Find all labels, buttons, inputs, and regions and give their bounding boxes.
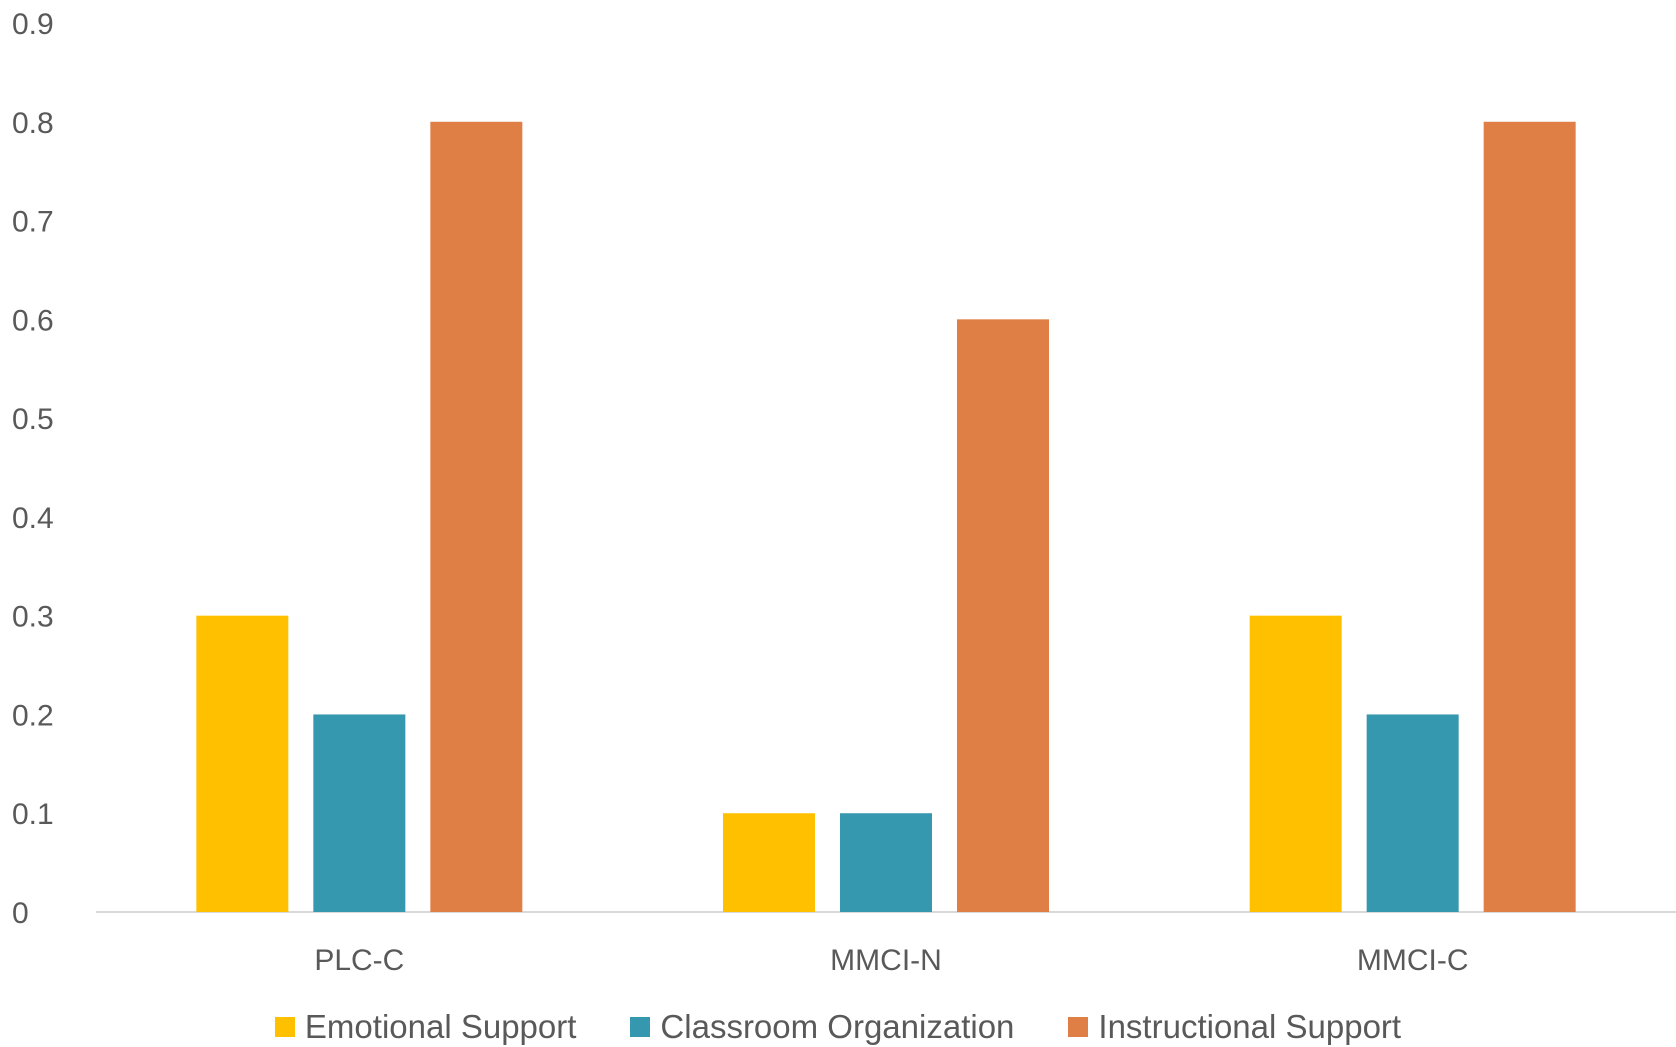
- y-tick-label: 0.4: [12, 502, 54, 535]
- y-tick-label: 0: [12, 897, 29, 930]
- legend-label: Emotional Support: [304, 1007, 577, 1045]
- y-tick-label: 0.1: [12, 798, 54, 831]
- bar-instructional-support-mmci-n: [957, 319, 1049, 912]
- chart-legend: Emotional Support Classroom Organization I…: [0, 1006, 1676, 1047]
- y-tick-label: 0.6: [12, 304, 54, 337]
- y-tick-label: 0.9: [12, 8, 54, 41]
- legend-item: Instructional Support: [1068, 1008, 1401, 1046]
- bar-emotional-support-mmci-c: [1249, 615, 1342, 912]
- legend-swatch: [274, 1016, 295, 1037]
- legend-label: Classroom Organization: [660, 1007, 1015, 1045]
- bar-instructional-support-mmci-c: [1483, 121, 1576, 913]
- bar-classroom-organization-plc-c: [313, 714, 406, 912]
- y-tick-label: 0.5: [12, 403, 54, 436]
- x-tick-label: MMCI-C: [1357, 944, 1469, 977]
- bar-instructional-support-plc-c: [430, 121, 523, 913]
- legend-item: Classroom Organization: [630, 1008, 1014, 1046]
- bar-classroom-organization-mmci-c: [1366, 714, 1459, 912]
- y-tick-label: 0.2: [12, 699, 54, 732]
- y-tick-label: 0.7: [12, 206, 54, 239]
- x-tick-label: MMCI-N: [830, 944, 942, 977]
- legend-label: Instructional Support: [1098, 1007, 1402, 1045]
- bar-emotional-support-mmci-n: [723, 813, 815, 912]
- y-tick-label: 0.8: [12, 107, 54, 140]
- legend-item: Emotional Support: [274, 1007, 577, 1046]
- bar-chart: 0 0.1 0.2 0.3 0.4 0.5 0.6 0.7 0.8 0.9 PLC-C MMCI-N M…: [12, 8, 1676, 977]
- y-tick-label: 0.3: [12, 601, 54, 634]
- bar-emotional-support-plc-c: [196, 615, 289, 912]
- legend-swatch: [1068, 1016, 1089, 1037]
- x-tick-label: PLC-C: [314, 944, 404, 977]
- legend-swatch: [630, 1016, 651, 1037]
- bar-classroom-organization-mmci-n: [840, 813, 932, 912]
